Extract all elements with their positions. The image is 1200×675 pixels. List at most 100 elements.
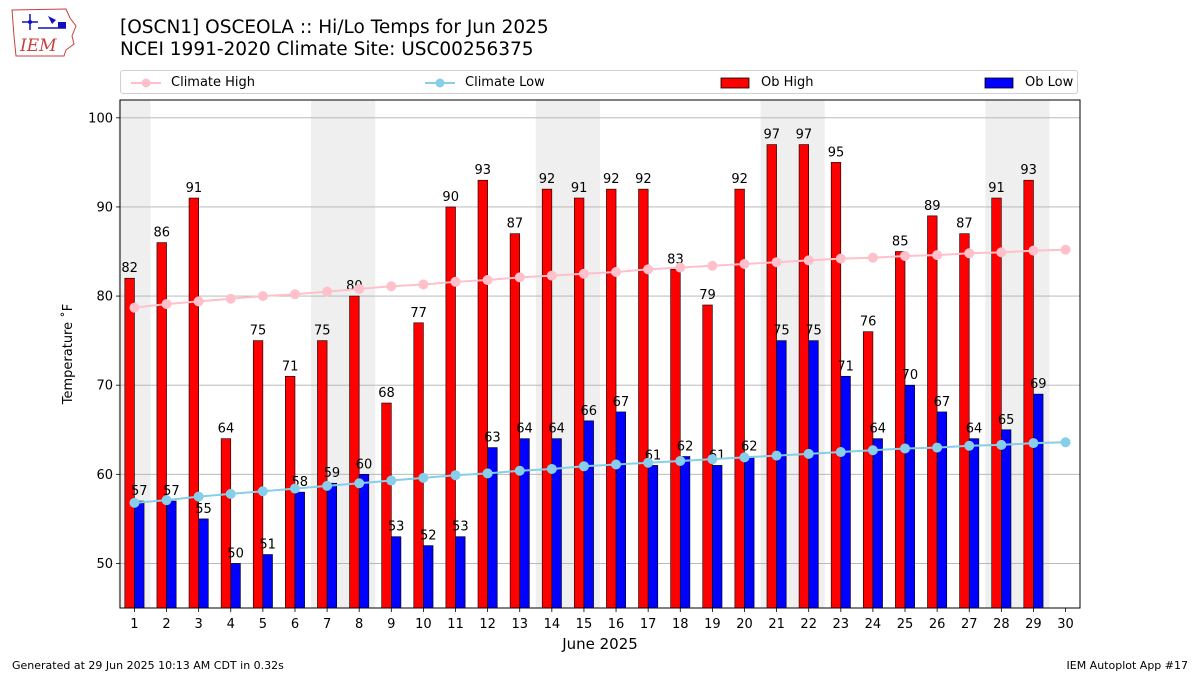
ob-low-label: 64 — [869, 422, 886, 437]
x-tick-label: 8 — [355, 617, 363, 632]
ob-low-label: 57 — [163, 484, 180, 499]
ob-low-bar — [551, 438, 562, 609]
chart-legend: Climate High Climate Low Ob High Ob Low — [120, 70, 1078, 94]
ob-low-bar — [134, 500, 145, 609]
x-tick-label: 23 — [833, 617, 850, 632]
x-tick-label: 13 — [511, 617, 528, 632]
ob-high-label: 97 — [763, 128, 780, 143]
x-tick-label: 26 — [929, 617, 946, 632]
climate-low-point — [707, 454, 718, 465]
ob-low-label: 75 — [773, 324, 790, 339]
weekend-band — [118, 100, 151, 608]
ob-high-bar — [606, 188, 617, 609]
ob-low-label: 64 — [516, 422, 533, 437]
climate-high-point — [707, 260, 718, 271]
climate-low-point — [964, 440, 975, 451]
ob-low-label: 60 — [356, 457, 373, 472]
ob-high-bar — [317, 340, 328, 609]
ob-high-label: 68 — [378, 386, 395, 401]
climate-high-point — [354, 283, 365, 294]
x-tick-label: 3 — [195, 617, 203, 632]
ob-low-label: 66 — [580, 404, 597, 419]
climate-high-point — [932, 250, 943, 261]
ob-low-bar — [423, 545, 434, 609]
ob-low-bar — [808, 340, 819, 609]
ob-high-bar — [702, 304, 713, 609]
ob-high-label: 97 — [796, 128, 813, 143]
ob-high-bar — [1023, 179, 1034, 609]
ob-low-label: 57 — [131, 484, 148, 499]
ob-low-label: 65 — [998, 413, 1015, 428]
climate-high-point — [675, 262, 686, 273]
x-tick-label: 9 — [387, 617, 395, 632]
ob-low-label: 61 — [709, 448, 726, 463]
ob-low-label: 51 — [259, 538, 276, 553]
x-tick-label: 17 — [640, 617, 657, 632]
x-tick-label: 22 — [800, 617, 817, 632]
ob-low-label: 75 — [805, 324, 822, 339]
x-tick-label: 10 — [415, 617, 432, 632]
climate-low-point — [514, 465, 525, 476]
y-tick-label: 80 — [96, 290, 113, 305]
climate-high-point — [964, 248, 975, 259]
ob-low-bar — [166, 500, 177, 609]
ob-high-label: 89 — [924, 199, 941, 214]
ob-high-label: 86 — [153, 226, 170, 241]
ob-high-bar — [509, 233, 521, 609]
climate-high-line — [134, 248, 1066, 309]
climate-high-point — [867, 252, 878, 263]
legend-label-ob-low: Ob Low — [1025, 75, 1074, 90]
climate-low-point — [386, 475, 397, 486]
climate-high-point — [900, 250, 911, 261]
ob-low-bar — [872, 438, 883, 609]
ob-low-bar — [519, 438, 530, 609]
ob-high-bar — [959, 233, 970, 609]
climate-high-point — [1028, 245, 1039, 256]
iem-logo-text: IEM — [19, 36, 57, 56]
climate-low-point — [129, 497, 140, 508]
ob-high-bar — [188, 197, 199, 609]
ob-low-bar — [776, 340, 787, 609]
ob-high-label: 75 — [314, 324, 331, 339]
x-tick-label: 27 — [961, 617, 978, 632]
climate-low-point — [1028, 438, 1039, 449]
climate-low-point — [611, 459, 622, 470]
climate-low-point — [578, 461, 589, 472]
ob-low-bar — [679, 456, 691, 609]
x-tick-label: 1 — [130, 617, 138, 632]
climate-high-point — [996, 247, 1007, 258]
x-tick-label: 16 — [608, 617, 625, 632]
ob-high-label: 90 — [442, 190, 459, 205]
ob-low-label: 70 — [902, 368, 919, 383]
ob-low-bar — [455, 536, 466, 609]
ob-high-bar — [285, 375, 296, 609]
ob-high-bar — [574, 197, 585, 609]
climate-low-point — [803, 448, 814, 459]
ob-high-bar — [734, 188, 745, 609]
ob-low-label: 64 — [548, 422, 565, 437]
ob-low-label: 71 — [837, 359, 854, 374]
climate-low-point — [257, 486, 268, 497]
ob-high-bar — [895, 251, 906, 609]
x-tick-label: 12 — [479, 617, 496, 632]
ob-low-bar — [294, 491, 305, 609]
weekend-band — [535, 100, 568, 608]
climate-low-point — [546, 463, 557, 474]
ob-high-bar — [349, 295, 360, 609]
climate-high-point — [739, 258, 750, 269]
ob-high-bar — [220, 438, 232, 609]
climate-high-point — [578, 268, 589, 279]
ob-low-label: 69 — [1030, 377, 1047, 392]
ob-high-bar — [156, 242, 167, 609]
ob-high-label: 92 — [603, 172, 620, 187]
climate-low-point — [835, 447, 846, 458]
ob-low-label: 53 — [452, 520, 469, 535]
ob-high-label: 85 — [892, 235, 909, 250]
ob-high-bar — [670, 269, 681, 609]
x-tick-label: 20 — [736, 617, 753, 632]
x-tick-label: 4 — [227, 617, 235, 632]
ob-high-bar — [252, 340, 264, 609]
climate-high-point — [322, 286, 333, 297]
ob-low-bar — [487, 447, 498, 609]
climate-low-point — [193, 491, 204, 502]
